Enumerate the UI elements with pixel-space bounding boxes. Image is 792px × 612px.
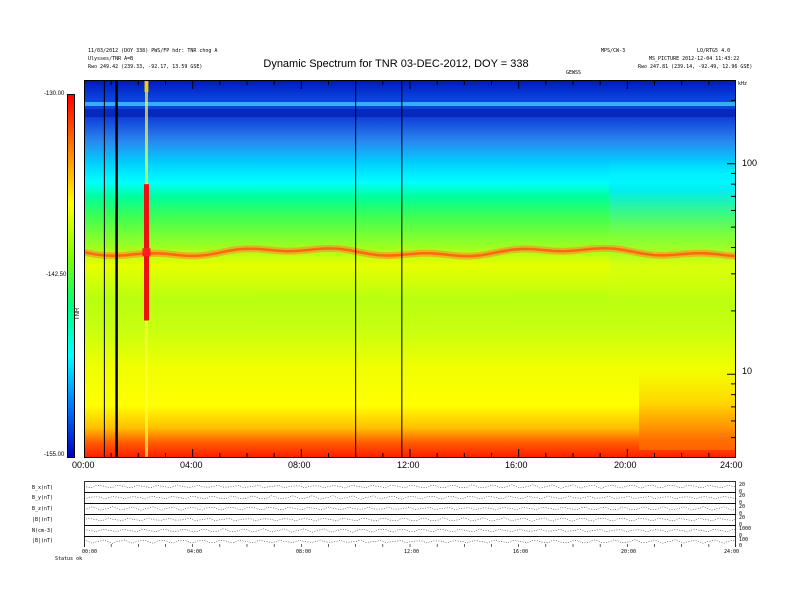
timeseries-panels: [84, 481, 736, 547]
band-core: [84, 246, 736, 258]
colorbar-unit-label: TNR: [75, 307, 81, 320]
header-left-line2: Ulysses/TNR A=B: [88, 56, 134, 62]
late-day-orange-region: [639, 370, 736, 450]
panel-right-label-7: 20: [739, 515, 746, 521]
panel-right-label-2: 0: [739, 489, 743, 495]
header-left-line1: 11/03/2012 (DOY 338) PWS/FP hdr: TNR chn…: [88, 48, 218, 54]
panel-label-by: B_y(nT): [32, 495, 54, 501]
header-right-line1: MPS/CW-3: [601, 48, 626, 54]
panel-right-label-9: 1000: [739, 526, 752, 532]
panel-x-label-2400: 24:00: [724, 549, 740, 555]
header-right-line4: Rwo 247.81 (239.14, -92.49, 12.96 GSE): [638, 64, 753, 70]
panel-x-label-1600: 16:00: [513, 549, 529, 555]
burst-top: [144, 80, 149, 92]
x-tick-label-1600: 16:00: [505, 460, 528, 470]
top-band-dark-stripe: [84, 109, 736, 117]
panel-frame-4: [84, 525, 736, 537]
bright-burst: [142, 80, 151, 458]
panel-trace-0: [84, 484, 736, 489]
panel-label-bx: B_x(nT): [32, 485, 54, 491]
panel-label-density: N(cm-3): [32, 528, 54, 534]
panel-x-label-0000: 00:00: [82, 549, 98, 555]
x-tick-label-0400: 04:00: [180, 460, 203, 470]
panel-right-label-5: 20: [739, 504, 746, 510]
x-tick-label-0800: 08:00: [288, 460, 311, 470]
y-tick-label-100: 100: [742, 158, 758, 168]
panel-footer-label: Status ok: [55, 556, 83, 562]
panel-right-label-4: 0: [739, 500, 743, 506]
header-left-line3: Rwo 249.42 (239.33, -92.17, 13.59 GSE): [88, 64, 203, 70]
top-band-cyan-stripe: [84, 102, 736, 106]
colorbar-label-bottom: -155.00: [44, 452, 65, 458]
colorbar-label-mid: -142.50: [46, 272, 67, 278]
header-right-line3: MS_PICTURE 2012-12-04 11:43:22: [649, 56, 740, 62]
panel-trace-5: [84, 539, 736, 544]
panel-right-label-1: 20: [739, 482, 746, 488]
x-tick-label-0000: 00:00: [72, 460, 95, 470]
panel-right-label-12: 0: [739, 543, 743, 549]
x-tick-label-2400: 24:00: [720, 460, 743, 470]
x-ticks: [84, 80, 736, 458]
emission-band: [84, 244, 736, 260]
panel-right-label-11: 100: [739, 537, 749, 543]
chart-title: Dynamic Spectrum for TNR 03-DEC-2012, DO…: [263, 58, 529, 70]
panel-x-label-0400: 04:00: [187, 549, 203, 555]
panel-frame-1: [84, 492, 736, 504]
header-right-edge: kHz: [738, 81, 748, 87]
panel-frame-3: [84, 514, 736, 526]
panel-right-label-8: 0: [739, 522, 743, 528]
panel-frame-0: [84, 481, 736, 493]
late-day-cyan-region: [609, 160, 736, 310]
panel-right-label-10: 0: [739, 533, 743, 539]
panel-trace-4: [84, 528, 736, 533]
panel-right-label-3: 20: [739, 493, 746, 499]
header-right-line2: LO/RTG5 4.0: [697, 48, 731, 54]
panel-x-label-0800: 08:00: [296, 549, 312, 555]
panel-trace-2: [84, 506, 736, 511]
burst-band-crossing: [142, 248, 151, 257]
right-y-ticks: [727, 99, 736, 458]
panel-frame-5: [84, 536, 736, 547]
panel-label-bmag2: |B|(nT): [32, 538, 54, 544]
x-tick-label-1200: 12:00: [397, 460, 420, 470]
event-label: GEWSS: [566, 70, 582, 76]
panel-trace-3: [84, 517, 736, 522]
colorbar-label-top: -130.00: [44, 91, 65, 97]
panel-label-bz: B_z(nT): [32, 506, 54, 512]
y-tick-label-10: 10: [742, 366, 753, 376]
panel-right-label-6: 0: [739, 511, 743, 517]
panel-label-bmag: |B|(nT): [32, 517, 54, 523]
x-tick-label-2000: 20:00: [614, 460, 637, 470]
panel-x-label-2000: 20:00: [621, 549, 637, 555]
panel-trace-1: [84, 495, 736, 500]
spectrogram-plot: [84, 80, 736, 458]
colorbar: [67, 94, 75, 458]
panel-x-label-1200: 12:00: [404, 549, 420, 555]
black-vertical-lines: [103, 80, 403, 458]
panel-frame-2: [84, 503, 736, 515]
